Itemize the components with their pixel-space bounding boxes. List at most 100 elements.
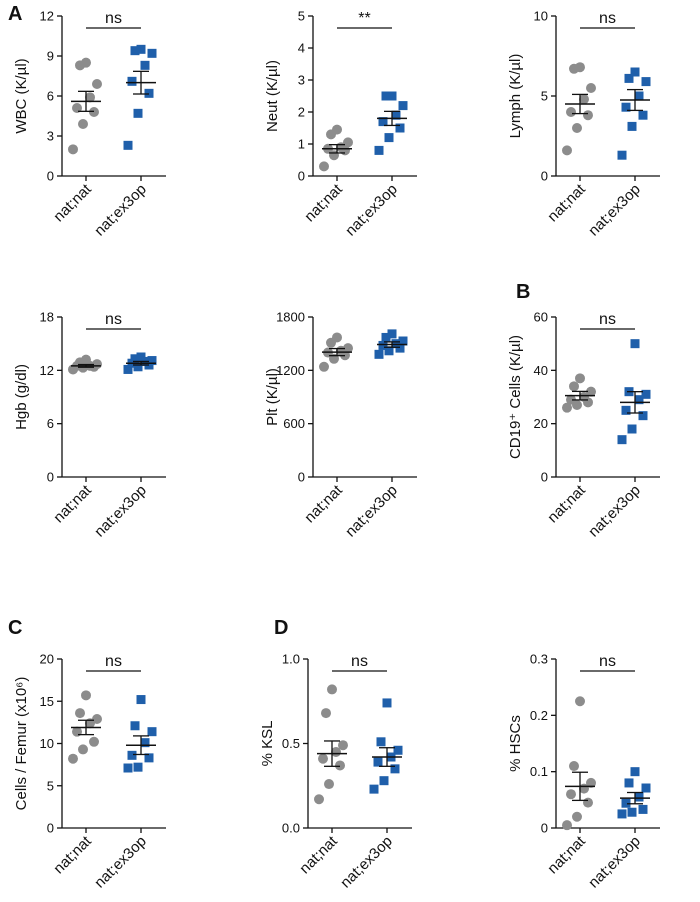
data-point (641, 783, 651, 793)
data-point (634, 91, 644, 101)
data-point (641, 389, 651, 399)
significance-label: ns (105, 311, 122, 328)
data-point (583, 110, 593, 121)
data-point (634, 792, 644, 802)
data-point (92, 713, 102, 724)
y-tick-label: 1200 (276, 363, 305, 378)
data-point (319, 161, 329, 172)
data-point (378, 117, 388, 127)
y-tick-label: 6 (47, 89, 54, 104)
data-point (376, 737, 386, 747)
data-point (624, 778, 634, 788)
data-point (562, 402, 572, 413)
y-tick-label: 5 (541, 89, 548, 104)
y-tick-label: 0 (541, 169, 548, 184)
data-point (562, 145, 572, 156)
data-point (393, 745, 403, 755)
x-tick-label: nat;nat (301, 481, 346, 526)
data-point (627, 424, 637, 434)
data-point (566, 789, 576, 800)
data-point (586, 386, 596, 397)
x-tick-label: nat;nat (50, 832, 95, 877)
data-point (572, 123, 582, 133)
y-tick-label: 20 (534, 416, 548, 431)
data-point (321, 708, 331, 719)
data-point (566, 394, 576, 405)
y-tick-label: 1.0 (282, 652, 300, 667)
y-tick-label: 0 (47, 169, 54, 184)
data-point (569, 381, 579, 392)
data-point (68, 753, 78, 764)
data-point (130, 354, 140, 364)
data-point (398, 336, 408, 346)
data-point (147, 48, 157, 58)
data-point (123, 763, 133, 773)
x-tick-label: nat;nat (50, 180, 95, 225)
data-point (327, 684, 337, 695)
data-point (68, 144, 78, 155)
data-point (382, 698, 392, 708)
x-tick-label: nat;ex3op (91, 833, 150, 892)
data-point (630, 767, 640, 777)
x-tick-label: nat;nat (296, 832, 341, 877)
data-point (387, 329, 397, 339)
data-point (374, 145, 384, 155)
chart-7: 0 5 10 15 20 Cells / Femur (x10⁶) nat;natnat;e… (13, 652, 166, 892)
y-tick-label: 12 (40, 363, 54, 378)
data-point (133, 362, 143, 372)
data-point (391, 110, 401, 120)
x-tick-label: nat;ex3op (585, 482, 644, 541)
data-point (381, 91, 391, 101)
significance-label: ** (358, 10, 370, 27)
data-point (319, 361, 329, 372)
data-point (638, 804, 648, 814)
data-point (627, 807, 637, 817)
y-tick-label: 20 (40, 652, 54, 667)
data-point (624, 73, 634, 83)
data-point (586, 83, 596, 93)
y-tick-label: 6 (47, 416, 54, 431)
chart-6: 0 20 40 60 CD19⁺ Cells (K/µl) nat;natnat;ex3o… (507, 310, 660, 541)
significance-label: ns (351, 653, 368, 670)
x-tick-label: nat;nat (301, 180, 346, 225)
data-point (314, 794, 324, 805)
y-tick-label: 1 (298, 137, 305, 152)
data-point (566, 107, 576, 117)
data-point (140, 738, 150, 748)
data-point (140, 60, 150, 70)
data-point (123, 140, 133, 150)
y-tick-label: 0.5 (282, 736, 300, 751)
x-tick-label: nat;nat (544, 832, 589, 877)
y-tick-label: 5 (298, 9, 305, 24)
x-tick-label: nat;nat (544, 481, 589, 526)
y-tick-label: 0.3 (530, 652, 548, 667)
data-point (133, 108, 143, 118)
data-point (318, 753, 328, 764)
y-axis-label: CD19⁺ Cells (K/µl) (507, 335, 524, 459)
y-tick-label: 40 (534, 363, 548, 378)
data-point (617, 809, 627, 819)
x-tick-label: nat;ex3op (342, 482, 401, 541)
data-point (78, 119, 88, 129)
y-tick-label: 15 (40, 694, 54, 709)
data-point (147, 356, 157, 366)
x-tick-label: nat;ex3op (342, 181, 401, 240)
data-point (127, 76, 137, 86)
data-point (586, 777, 596, 788)
data-point (130, 721, 140, 731)
data-point (621, 102, 631, 112)
data-point (144, 88, 154, 98)
y-tick-label: 0 (541, 821, 548, 836)
data-point (398, 101, 408, 111)
data-point (332, 124, 342, 135)
y-tick-label: 0.0 (282, 821, 300, 836)
data-point (136, 695, 146, 705)
data-point (395, 123, 405, 133)
data-point (630, 67, 640, 77)
data-point (335, 760, 345, 771)
